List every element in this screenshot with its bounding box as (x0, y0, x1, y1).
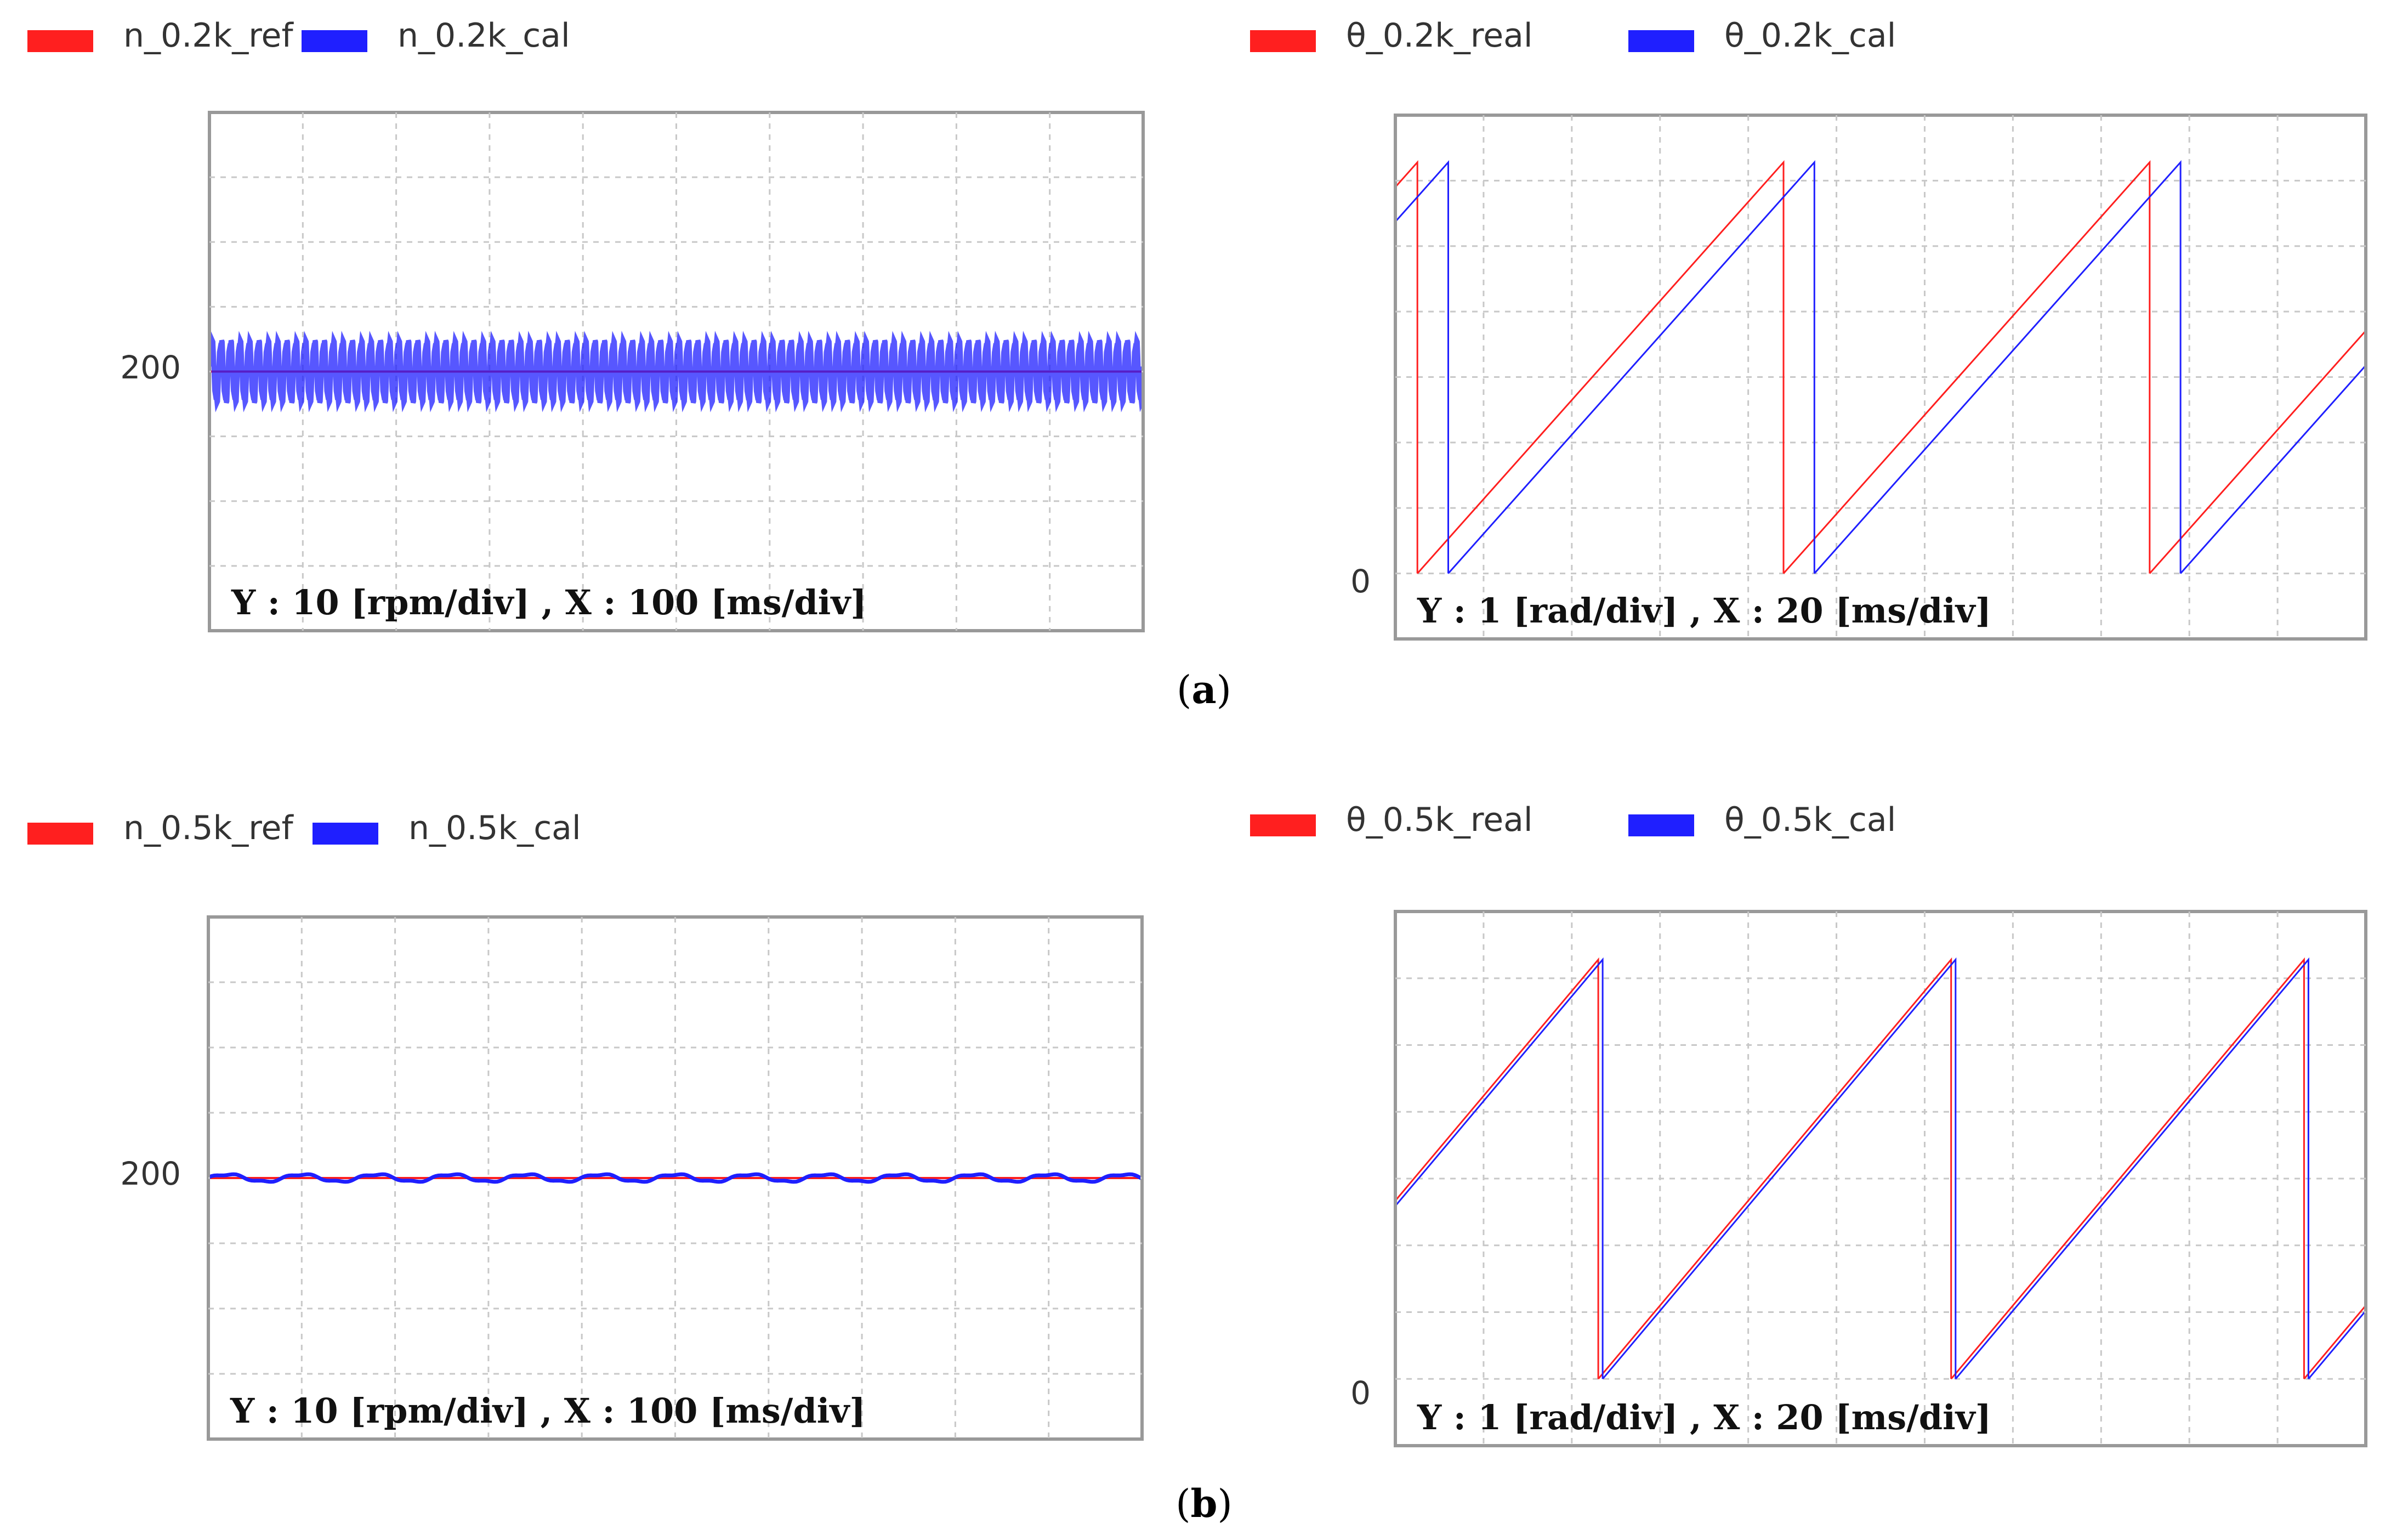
series-group (1397, 160, 2364, 574)
panel-label-letter: b (1191, 1481, 1218, 1526)
legend-label: θ_0.5k_cal (1724, 801, 1896, 839)
legend-swatch (302, 30, 367, 52)
series-group (210, 1172, 1140, 1184)
legend-label: n_0.5k_ref (123, 809, 294, 847)
legend-label: n_0.5k_cal (408, 809, 581, 847)
panel-label-open: ( (1175, 1481, 1190, 1526)
series-group (211, 331, 1141, 412)
y-tick-label: 200 (120, 349, 181, 386)
scale-annotation: Y : 10 [rpm/div] , X : 100 [ms/div] (230, 1391, 866, 1431)
legend-label: n_0.2k_cal (397, 16, 570, 55)
grid (1395, 115, 2366, 639)
legend-label: n_0.2k_ref (123, 16, 294, 55)
panel-label-close: ) (1217, 667, 1231, 712)
legend-swatch (1628, 814, 1694, 836)
series-group (1397, 957, 2364, 1380)
y-tick-label: 200 (120, 1155, 181, 1192)
y-tick-label: 0 (1350, 1374, 1371, 1412)
legend-swatch (313, 823, 378, 845)
series-line (1397, 957, 2364, 1380)
scale-annotation: Y : 1 [rad/div] , X : 20 [ms/div] (1417, 591, 1991, 631)
legend-label: θ_0.5k_real (1346, 801, 1533, 839)
series-line (1397, 957, 2364, 1380)
series-line (1397, 160, 2364, 574)
series-line (1397, 160, 2364, 574)
legend-label: θ_0.2k_cal (1724, 16, 1896, 55)
legend-swatch (1628, 30, 1694, 52)
legend-swatch (27, 30, 93, 52)
scale-annotation: Y : 10 [rpm/div] , X : 100 [ms/div] (231, 582, 867, 622)
panel-label: (a) (1177, 667, 1231, 712)
y-tick-label: 0 (1350, 563, 1371, 600)
chart-1: n_0.2k_ref n_0.2k_cal 200 Y : 10 [rpm/div] … (27, 16, 1145, 632)
chart-4: θ_0.5k_real θ_0.5k_cal 0 Y : 1 [rad/div] , … (1250, 801, 2367, 1447)
scale-annotation: Y : 1 [rad/div] , X : 20 [ms/div] (1417, 1397, 1991, 1437)
legend-swatch (1250, 814, 1316, 836)
panel-label-open: ( (1177, 667, 1191, 712)
legend-swatch (27, 823, 93, 845)
grid (1395, 911, 2366, 1446)
legend-swatch (1250, 30, 1316, 52)
legend-label: θ_0.2k_real (1346, 16, 1533, 55)
panel-label-letter: a (1191, 667, 1216, 712)
panel-label-close: ) (1217, 1481, 1232, 1526)
chart-2: θ_0.2k_real θ_0.2k_cal 0 Y : 1 [rad/div] , … (1250, 16, 2367, 641)
series-line (211, 331, 1141, 412)
panel-label: (b) (1175, 1481, 1233, 1526)
series-line (210, 1172, 1140, 1184)
chart-3: n_0.5k_ref n_0.5k_cal 200 Y : 10 [rpm/div] … (27, 809, 1144, 1441)
